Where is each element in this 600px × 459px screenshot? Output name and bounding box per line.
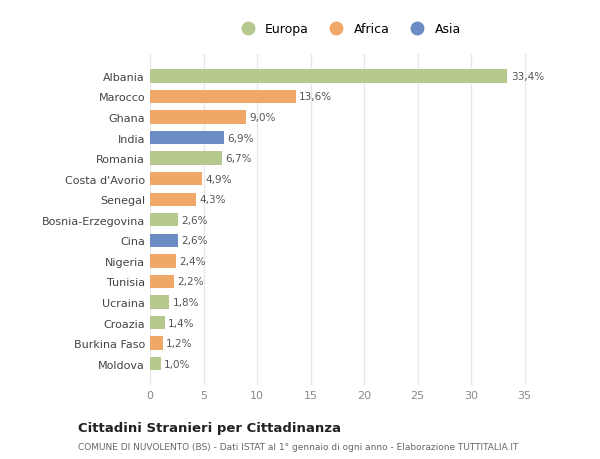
- Bar: [150, 213, 178, 227]
- Bar: [150, 111, 247, 124]
- Bar: [150, 337, 163, 350]
- Text: 6,9%: 6,9%: [227, 133, 254, 143]
- Text: 4,3%: 4,3%: [199, 195, 226, 205]
- Bar: [150, 132, 224, 145]
- Bar: [150, 193, 196, 207]
- Bar: [150, 296, 169, 309]
- Bar: [150, 357, 161, 370]
- Text: 1,2%: 1,2%: [166, 338, 193, 348]
- Text: 1,4%: 1,4%: [168, 318, 194, 328]
- Text: 6,7%: 6,7%: [225, 154, 251, 164]
- Text: 13,6%: 13,6%: [299, 92, 332, 102]
- Legend: Europa, Africa, Asia: Europa, Africa, Asia: [230, 18, 466, 41]
- Text: COMUNE DI NUVOLENTO (BS) - Dati ISTAT al 1° gennaio di ogni anno - Elaborazione : COMUNE DI NUVOLENTO (BS) - Dati ISTAT al…: [78, 442, 518, 451]
- Text: 9,0%: 9,0%: [250, 113, 276, 123]
- Bar: [150, 70, 508, 84]
- Text: 33,4%: 33,4%: [511, 72, 544, 82]
- Bar: [150, 275, 173, 289]
- Text: 2,6%: 2,6%: [181, 215, 208, 225]
- Text: 1,8%: 1,8%: [172, 297, 199, 308]
- Bar: [150, 255, 176, 268]
- Text: 2,4%: 2,4%: [179, 256, 205, 266]
- Text: 4,9%: 4,9%: [206, 174, 232, 185]
- Text: 1,0%: 1,0%: [164, 359, 190, 369]
- Bar: [150, 234, 178, 247]
- Bar: [150, 152, 222, 165]
- Text: Cittadini Stranieri per Cittadinanza: Cittadini Stranieri per Cittadinanza: [78, 421, 341, 434]
- Bar: [150, 316, 165, 330]
- Text: 2,6%: 2,6%: [181, 236, 208, 246]
- Text: 2,2%: 2,2%: [177, 277, 203, 287]
- Bar: [150, 173, 202, 186]
- Bar: [150, 90, 296, 104]
